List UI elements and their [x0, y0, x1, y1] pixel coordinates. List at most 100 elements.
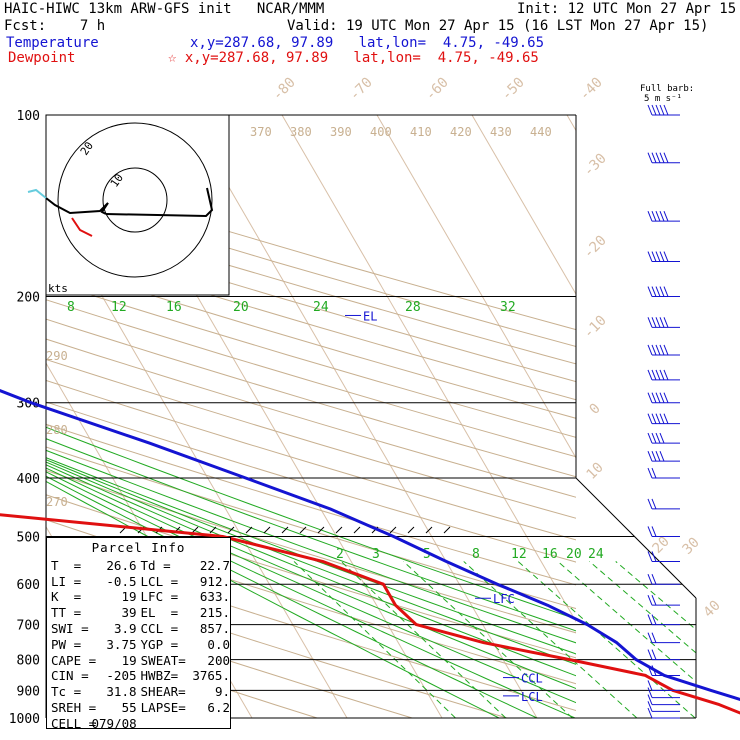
- hatch-mark: [443, 526, 451, 534]
- wind-barb-flag: [655, 104, 661, 116]
- parcel-info-label: HWBZ=: [140, 668, 179, 684]
- wind-barb-flag: [663, 392, 669, 403]
- hodograph-box: [45, 114, 230, 296]
- parcel-info-value: 22.7: [199, 557, 230, 573]
- parcel-info-row: LI = -0.5 LCL = 912.: [47, 574, 230, 590]
- wind-barb-flag: [663, 413, 669, 424]
- pressure-tick-label: 100: [17, 109, 40, 124]
- wind-barb-flag: [663, 344, 669, 356]
- wind-barb-flag: [651, 369, 657, 381]
- wind-barbs: [647, 104, 680, 719]
- wind-barb-flag: [647, 210, 653, 222]
- isotherm-line: [471, 115, 576, 296]
- dry-adiabat-line: [46, 299, 576, 458]
- wind-barb-flag: [659, 210, 665, 222]
- pressure-tick-label: 800: [17, 654, 40, 669]
- wind-barb-flag: [659, 344, 665, 356]
- pressure-tick-label: 900: [17, 684, 40, 699]
- isotherm-label: -70: [347, 75, 376, 104]
- wind-barb-flag: [663, 369, 669, 381]
- parcel-info-row: CAPE = 19 SWEAT= 200: [47, 653, 230, 669]
- wind-barb-flag: [647, 574, 653, 585]
- wind-barb-flag: [663, 104, 669, 116]
- pressure-tick-label: 500: [17, 530, 40, 545]
- wind-barb-flag: [655, 369, 661, 381]
- hatch-mark: [389, 526, 397, 534]
- isotherm-label: -20: [581, 233, 610, 262]
- mixing-ratio-label: 3: [372, 547, 380, 562]
- parcel-info-label: PW =: [51, 636, 82, 652]
- parcel-info-value: 079/08: [91, 715, 137, 731]
- parcel-info-row: SREH = 55 LAPSE= 6.2: [47, 700, 230, 716]
- wind-barb-flag: [659, 432, 665, 444]
- wind-barb-flag: [651, 392, 657, 403]
- hodograph: kts 20 10: [27, 114, 230, 296]
- theta-label: 390: [330, 125, 352, 139]
- parcel-info-value: -205: [106, 668, 137, 684]
- wind-barb-flag: [647, 432, 653, 444]
- wind-barb-flag: [651, 614, 657, 625]
- wind-barb-flag: [647, 251, 653, 262]
- parcel-info-row: T = 26.6 Td = 22.7: [47, 558, 230, 574]
- wind-barb-flag: [663, 286, 669, 297]
- isotherm-label: 30: [680, 535, 703, 558]
- parcel-info-label: [137, 716, 191, 732]
- wind-barb-flag: [651, 595, 657, 606]
- wind-barb-flag: [651, 317, 657, 328]
- hodograph-trace-low: [71, 217, 93, 237]
- wind-barb-flag: [647, 467, 653, 479]
- parcel-info-label: Td =: [140, 557, 171, 573]
- wind-barb-flag: [651, 210, 657, 222]
- wind-barb-flag: [659, 392, 665, 403]
- parcel-info-value: 6.2: [207, 699, 230, 715]
- wind-barb-flag: [647, 701, 653, 712]
- wind-barb-flag: [651, 526, 657, 537]
- mixing-ratio-grid: [293, 561, 696, 718]
- wind-barb-flag: [647, 649, 653, 660]
- hatch-mark: [299, 526, 307, 534]
- parcel-info-rows: T = 26.6 Td = 22.7 LI = -0.5 LCL = 912. K = 19 LFC…: [47, 558, 230, 732]
- dewpoint-coords: ☆ x,y=287.68, 97.89 lat,lon= 4.75, -49.6…: [168, 50, 539, 66]
- isotherm-label: 0: [587, 401, 604, 418]
- wind-barb-flag: [651, 498, 657, 510]
- wind-barb-flag: [651, 432, 657, 444]
- wind-barb-flag: [647, 369, 653, 381]
- level-annotations: EL LFC CCL LCL: [345, 309, 543, 704]
- parcel-info-value: 215.: [199, 605, 230, 621]
- temperature-legend: Temperature: [6, 35, 99, 51]
- profile-lines: [0, 389, 740, 715]
- hatch-mark: [425, 526, 433, 534]
- dry-adiabat-line: [46, 208, 576, 365]
- hodograph-ring-label: 10: [108, 171, 126, 189]
- moist-adiabat-label: 32: [500, 300, 516, 315]
- wind-barb-flag: [659, 104, 665, 116]
- wind-barb-flag: [647, 152, 653, 163]
- theta-label: 440: [530, 125, 552, 139]
- dry-adiabat-line: [46, 280, 576, 438]
- wind-barb-flag: [647, 680, 653, 691]
- hatch-mark: [317, 526, 325, 534]
- parcel-info-label: CAPE =: [51, 652, 97, 668]
- wind-barb-flag: [659, 317, 665, 328]
- isotherm-label: 40: [701, 598, 724, 621]
- mixing-ratio-label: 16: [542, 547, 558, 562]
- dry-adiabat-line: [46, 243, 576, 401]
- parcel-info-label: CELL =: [51, 715, 97, 731]
- valid-time: Valid: 19 UTC Mon 27 Apr 15 (16 LST Mon …: [287, 18, 709, 34]
- mixing-ratio-line: [615, 561, 696, 718]
- wind-barb-flag: [647, 694, 653, 705]
- hatch-mark: [263, 526, 271, 534]
- parcel-info-value: 39: [121, 605, 137, 621]
- parcel-info-label: TT =: [51, 605, 82, 621]
- isotherm-line: [281, 115, 576, 623]
- wind-barb-flag: [655, 152, 661, 163]
- parcel-info-value: 31.8: [106, 684, 137, 700]
- isotherm-line: [376, 115, 576, 459]
- wind-barb-flag: [651, 551, 657, 562]
- pressure-tick-label: 600: [17, 578, 40, 593]
- model-title: HAIC-HIWC 13km ARW-GFS init NCAR/MMM: [4, 1, 325, 17]
- annotation-label-el: EL: [363, 309, 377, 323]
- hatch-mark: [353, 526, 361, 534]
- wind-barb-flag: [647, 344, 653, 356]
